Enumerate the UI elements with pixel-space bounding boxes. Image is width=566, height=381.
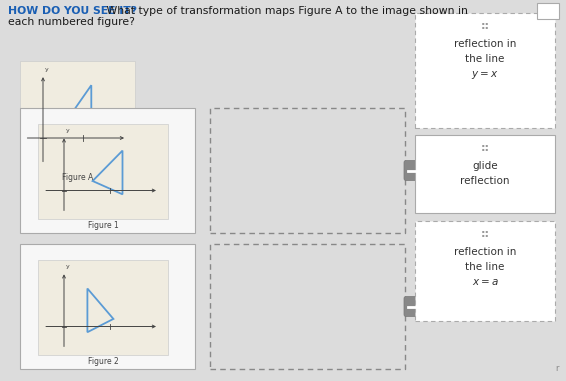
FancyBboxPatch shape	[404, 160, 426, 181]
FancyBboxPatch shape	[404, 296, 426, 317]
Text: y: y	[66, 264, 70, 269]
FancyBboxPatch shape	[537, 3, 559, 19]
FancyBboxPatch shape	[20, 61, 135, 171]
Text: reflection in: reflection in	[454, 39, 516, 49]
Text: $x = a$: $x = a$	[471, 277, 499, 287]
Text: Figure A: Figure A	[62, 173, 93, 182]
Text: each numbered figure?: each numbered figure?	[8, 17, 135, 27]
Text: Figure 2: Figure 2	[88, 357, 118, 366]
Text: y: y	[45, 67, 49, 72]
Text: ::: ::	[481, 21, 490, 31]
FancyBboxPatch shape	[20, 244, 195, 369]
Text: reflection: reflection	[460, 176, 510, 186]
Text: the line: the line	[465, 54, 505, 64]
Text: HOW DO YOU SEE IT?: HOW DO YOU SEE IT?	[8, 6, 137, 16]
Text: ::: ::	[481, 229, 490, 239]
Text: reflection in: reflection in	[454, 247, 516, 257]
Text: the line: the line	[465, 262, 505, 272]
FancyBboxPatch shape	[415, 221, 555, 321]
Text: What type of transformation maps Figure A to the image shown in: What type of transformation maps Figure …	[103, 6, 468, 16]
FancyBboxPatch shape	[38, 124, 168, 219]
FancyBboxPatch shape	[415, 135, 555, 213]
FancyBboxPatch shape	[20, 108, 195, 233]
Text: y: y	[66, 128, 70, 133]
Text: ::: ::	[481, 143, 490, 153]
Text: r: r	[555, 364, 559, 373]
Text: glide: glide	[472, 161, 498, 171]
FancyBboxPatch shape	[38, 260, 168, 355]
Text: $y = x$: $y = x$	[471, 69, 499, 81]
Text: Figure 1: Figure 1	[88, 221, 118, 230]
FancyBboxPatch shape	[415, 13, 555, 128]
